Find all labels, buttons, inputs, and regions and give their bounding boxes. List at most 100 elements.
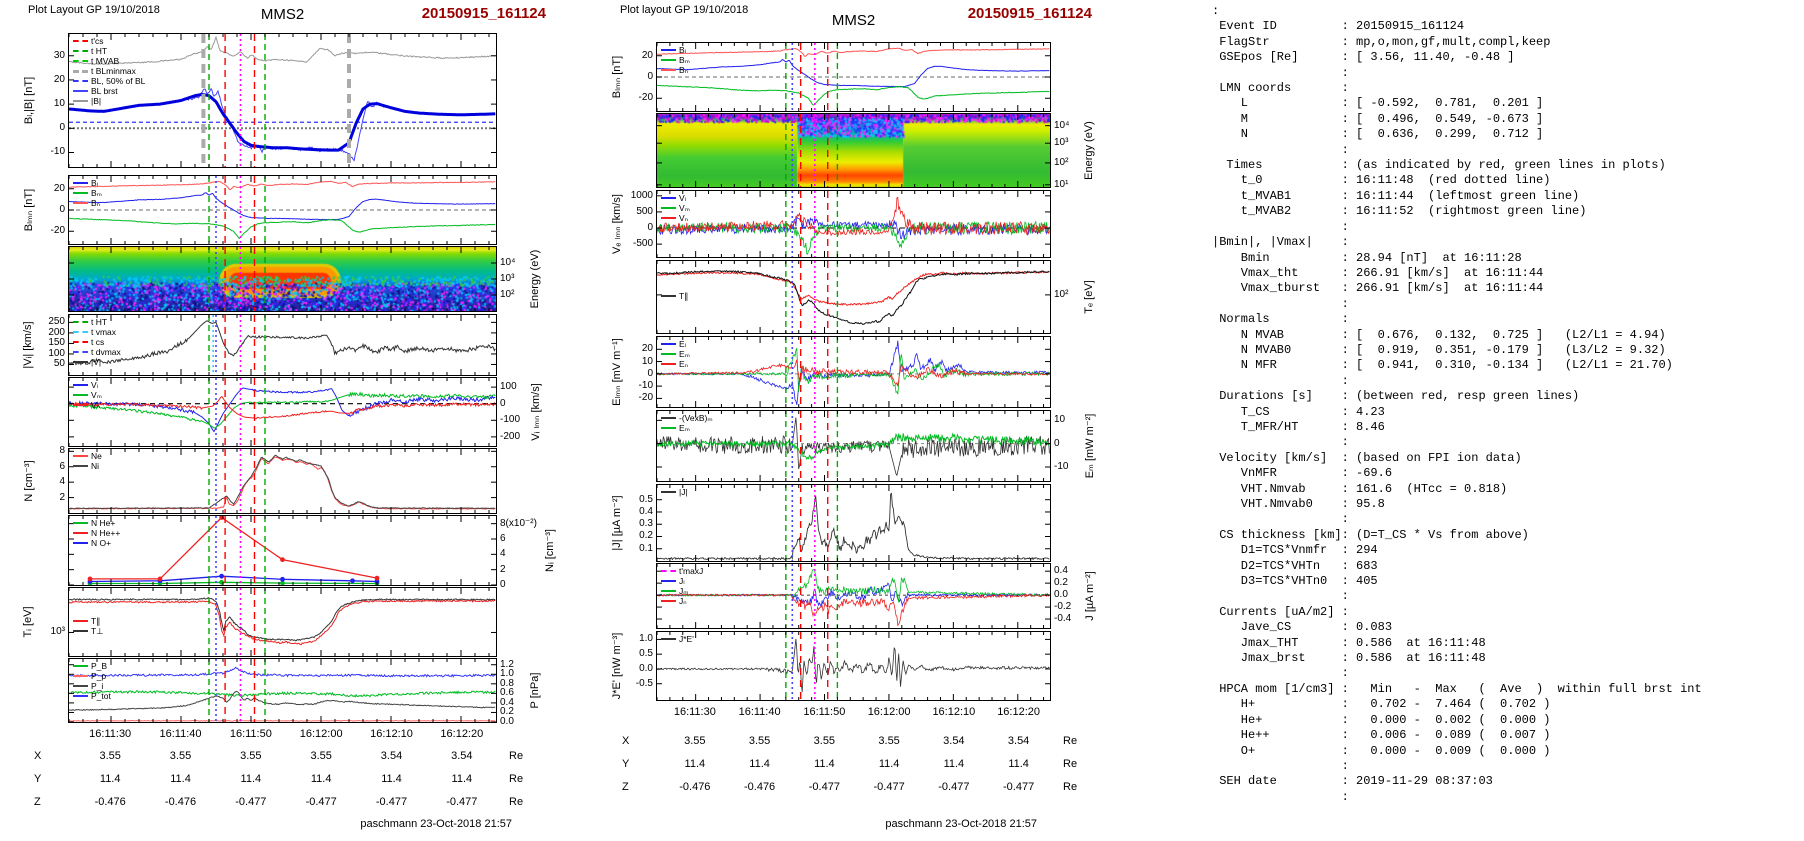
event-id-left: 20150915_161124	[421, 5, 546, 22]
legend-label: t HT	[91, 46, 108, 56]
density-ylabel: N [cm⁻³]	[23, 460, 35, 502]
te-ytick: 10²	[1054, 288, 1069, 300]
je-ytick: -0.5	[635, 677, 653, 689]
legend-item: Vₗ	[73, 380, 102, 390]
pressure-ytick: 1.0	[500, 668, 514, 680]
density-ytick: 4	[59, 476, 65, 488]
pos-unit: Re	[509, 750, 524, 762]
legend-item: t BLminmax	[73, 66, 145, 76]
legend-line-swatch	[73, 321, 88, 323]
ve-lmn-plot	[657, 191, 1050, 257]
legend-item: Bₘ	[661, 55, 690, 65]
legend-label: |V|	[91, 357, 102, 367]
legend-line-swatch	[73, 685, 88, 687]
pos-value: 3.55	[878, 735, 900, 747]
pos-value: 11.4	[684, 758, 706, 770]
ion-spec-ytick: 10²	[500, 289, 515, 300]
blmn-ytick: 20	[53, 182, 65, 194]
legend-item: Bₗ	[73, 178, 102, 188]
legend-line-swatch	[73, 455, 88, 457]
je-legend: J*E'	[661, 634, 694, 644]
panel-bl-bmag	[68, 33, 497, 168]
pos-value: 11.4	[943, 758, 965, 770]
density-legend: Ne Ni	[73, 451, 102, 471]
legend-item: P_B	[73, 661, 111, 671]
pressure-ytick: 0.4	[500, 696, 514, 708]
e-spec-ylabel-right: Energy (eV)	[1083, 121, 1095, 180]
legend-item: Ne	[73, 451, 102, 461]
panel-blmn-m	[656, 42, 1051, 112]
je-ytick: 0.5	[639, 648, 653, 660]
legend-label: P_tot	[91, 691, 111, 701]
legend-label: Eₗ	[679, 339, 687, 349]
bl-bmag-ylabel: Bₗ,|B| [nT]	[23, 76, 35, 125]
pos-value: 3.55	[169, 750, 192, 762]
ve-lmn-ytick: -500	[632, 238, 653, 250]
time-tick-label: 16:11:40	[738, 706, 781, 718]
jlmn-ylabel-right: J [µA m⁻²]	[1084, 571, 1096, 621]
jlmn-ytick: 0.2	[1054, 577, 1068, 589]
pos-value: 11.4	[814, 758, 835, 770]
legend-label: t BLminmax	[91, 66, 136, 76]
time-tick-label: 16:12:00	[867, 706, 911, 718]
legend-label: P_i	[91, 681, 104, 691]
legend-item: Eₗ	[661, 339, 690, 349]
legend-item: P_i	[73, 681, 111, 691]
legend-item: t dvmax	[73, 347, 121, 357]
jlmn-ytick: -0.2	[1054, 601, 1072, 613]
pos-value: 3.55	[684, 735, 706, 747]
legend-line-swatch	[73, 675, 88, 677]
legend-item: Vₘ	[661, 203, 690, 213]
minor-ions-ylabel-right: Nᵢ [cm⁻³]	[544, 529, 556, 572]
legend-line-swatch	[73, 532, 88, 534]
legend-item: Vₗ	[661, 193, 690, 203]
legend-item: |B|	[73, 96, 145, 106]
legend-label: Jₘ	[679, 586, 689, 596]
legend-line-swatch	[661, 197, 676, 199]
legend-line-swatch	[73, 394, 88, 396]
legend-line-swatch	[661, 343, 676, 345]
legend-label: t HT	[91, 317, 108, 327]
jlmn-ytick: 0.0	[1054, 589, 1068, 601]
legend-item: t HT	[73, 46, 145, 56]
legend-item: T∥	[73, 616, 104, 626]
density-ytick: 2	[59, 491, 65, 503]
legend-line-swatch	[73, 192, 88, 194]
jlmn-ytick: -0.4	[1054, 613, 1072, 625]
legend-label: Bₙ	[679, 65, 689, 75]
blmn-m-plot	[657, 43, 1050, 111]
legend-line-swatch	[73, 630, 88, 632]
bl-bmag-ytick: 30	[53, 49, 65, 61]
legend-label: Bₙ	[91, 198, 101, 208]
legend-label: t'maxJ	[679, 566, 704, 576]
legend-line-swatch	[661, 207, 676, 209]
bl-bmag-legend: t'cs t HT t MVAB t BLminmax BL, 50% of BL BL …	[73, 36, 145, 106]
pos-value: 11.4	[240, 773, 262, 785]
legend-item: t'cs	[73, 36, 145, 46]
pos-value: 3.54	[451, 750, 473, 762]
minor-ions-legend: N He+ N He++ N O+	[73, 518, 120, 548]
pos-value: 3.55	[240, 750, 262, 762]
legend-label: BL, 50% of BL	[91, 76, 146, 86]
legend-label: |J|	[679, 487, 688, 497]
pos-row-label: X	[34, 750, 42, 762]
density-plot	[69, 449, 496, 513]
vlmn-plot	[69, 378, 496, 446]
ti-ytick: 10³	[50, 626, 65, 638]
pos-value: 11.4	[1008, 758, 1029, 770]
vmag-ytick: 200	[48, 326, 65, 338]
vmag-legend: t HT t vmax t cs t dvmax |V|	[73, 317, 121, 367]
minor-ions-ytick: 0	[500, 579, 506, 590]
time-tick-label: 16:12:00	[299, 728, 343, 740]
te-plot	[657, 261, 1050, 333]
bl-bmag-ytick: 0	[59, 122, 65, 134]
pos-value: 11.4	[451, 773, 473, 785]
legend-item: BL brst	[73, 86, 145, 96]
legend-item: Vₙ	[661, 213, 690, 223]
legend-label: Bₘ	[91, 188, 102, 198]
legend-item: J*E'	[661, 634, 694, 644]
panel-elmn	[656, 336, 1051, 408]
legend-label: N He+	[91, 518, 116, 528]
legend-line-swatch	[73, 90, 88, 92]
legend-line-swatch	[73, 60, 88, 62]
